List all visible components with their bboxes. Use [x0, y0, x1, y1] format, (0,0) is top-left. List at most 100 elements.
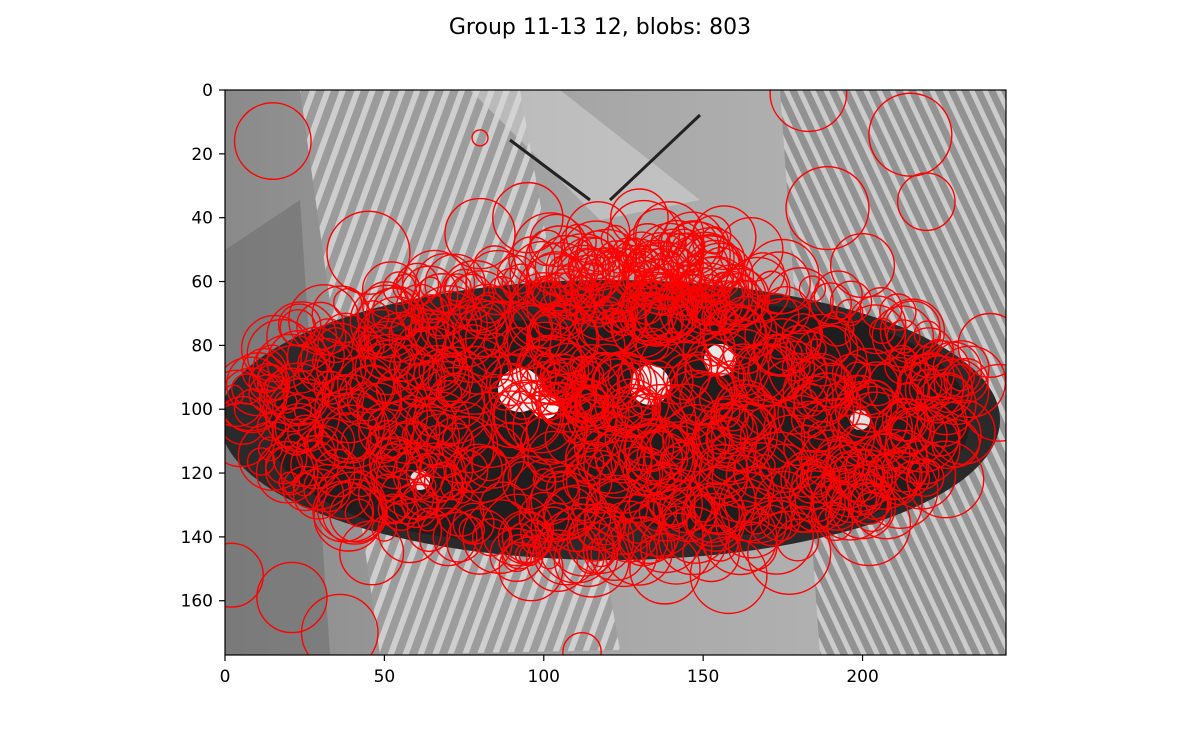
blob-circle [225, 384, 245, 406]
blob-circle [316, 471, 388, 543]
blob-circle [682, 524, 740, 583]
blob-circle [595, 240, 637, 282]
blob-circle [817, 504, 854, 542]
blob-circle [507, 461, 537, 491]
blob-circle [800, 372, 852, 423]
blob-circle [757, 358, 834, 435]
blob-circle [382, 271, 417, 306]
blob-circle [838, 449, 897, 507]
blob-circle [758, 499, 801, 542]
blob-circle [480, 353, 553, 425]
blob-circle [578, 262, 607, 291]
blob-circle [312, 480, 375, 543]
blob-circle [628, 466, 703, 542]
blob-circle [320, 404, 380, 464]
blob-circle [333, 287, 363, 318]
blob-circle [640, 430, 665, 455]
blob-circle [435, 305, 498, 368]
blob-circle [265, 362, 330, 427]
blob-circle [879, 293, 917, 331]
blob-circle [549, 309, 626, 387]
blob-circle [493, 381, 562, 450]
y-axis: 0 20 40 60 80 100 120 140 160 [181, 81, 225, 612]
blob-circle [481, 493, 554, 567]
blob-circle [390, 314, 417, 341]
blob-circle [413, 359, 443, 389]
y-tick-label: 80 [191, 336, 213, 356]
blob-circle [362, 281, 410, 329]
blob-circle [665, 425, 700, 461]
blob-circle [356, 300, 390, 333]
blob-circle [782, 356, 854, 428]
blob-circle [753, 293, 800, 340]
blob-circle [506, 321, 583, 397]
blob-circle [692, 415, 747, 469]
blob-circle [233, 102, 312, 181]
blob-circle [507, 390, 538, 420]
blob-circle [354, 333, 425, 404]
blob-circle [622, 446, 672, 496]
blob-circle [805, 338, 827, 360]
blob-circle [691, 426, 727, 461]
blob-circle [233, 388, 274, 429]
blob-circle [706, 454, 775, 523]
blob-circle [418, 290, 482, 355]
blob-circle [745, 431, 813, 499]
blob-circle [492, 181, 564, 254]
blob-circle [602, 378, 662, 437]
blob-circle [960, 363, 1006, 442]
blob-circle [820, 455, 883, 518]
blob-circle [437, 374, 471, 409]
blob-circle [300, 593, 379, 655]
blob-circle [465, 249, 531, 316]
x-tick-label: 100 [528, 667, 560, 687]
blob-circle [256, 344, 333, 421]
y-tick-label: 120 [181, 464, 213, 484]
blob-circle [712, 271, 734, 293]
blob-circle [266, 330, 331, 394]
blob-circle [667, 306, 697, 336]
blob-circle [415, 425, 460, 469]
blob-circle [618, 516, 669, 567]
blob-circle [664, 281, 704, 321]
blob-circle [425, 304, 479, 357]
blob-circle [847, 482, 890, 525]
blob-circle [637, 359, 677, 399]
blob-circle [406, 507, 452, 553]
blob-circles [225, 90, 1006, 655]
chart-title: Group 11-13 12, blobs: 803 [449, 15, 751, 40]
x-tick-label: 50 [374, 667, 396, 687]
blob-circle [543, 369, 572, 398]
blob-circle [692, 407, 770, 486]
blob-circle [610, 188, 669, 248]
blob-circle [890, 406, 948, 465]
blob-circle [512, 389, 589, 465]
blob-circle [389, 422, 422, 455]
blob-circle [620, 334, 687, 401]
blob-circle [922, 339, 955, 372]
blob-circle [829, 280, 873, 323]
blob-circle [311, 349, 335, 373]
blob-circle [435, 337, 514, 415]
blob-circle [375, 443, 411, 479]
y-tick-label: 100 [181, 400, 213, 420]
blob-circle [414, 366, 493, 445]
blob-circle [225, 542, 264, 608]
blob-circle [620, 271, 693, 344]
blob-circle [785, 313, 859, 387]
blob-circle [799, 353, 828, 382]
x-tick-label: 200 [846, 667, 878, 687]
blob-circle [283, 432, 307, 456]
blob-circle [281, 393, 313, 425]
x-tick-label: 0 [220, 667, 231, 687]
blob-circle [292, 468, 345, 520]
blob-circle [649, 250, 685, 286]
blob-circle [237, 421, 308, 491]
blob-circle [586, 538, 616, 568]
blob-circle [225, 395, 268, 445]
blob-circle [763, 394, 835, 466]
blob-circle [393, 318, 467, 391]
blob-circle [428, 372, 486, 430]
plot-frame [224, 89, 1007, 656]
blob-circle [528, 470, 599, 541]
